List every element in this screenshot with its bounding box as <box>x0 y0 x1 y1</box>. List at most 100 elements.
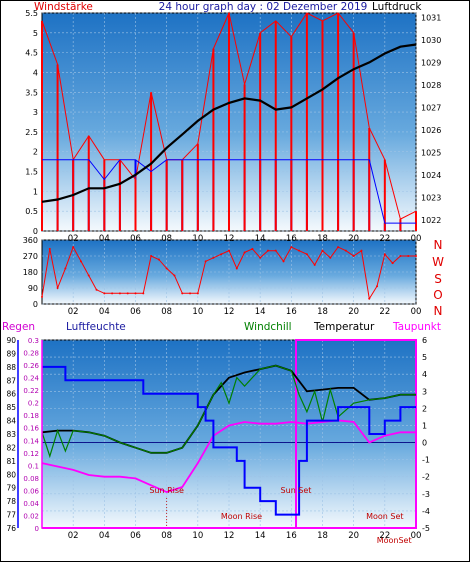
wind-direction-point <box>220 253 223 256</box>
wind-direction-point <box>376 285 379 288</box>
x-tick-label: 14 <box>255 307 266 317</box>
temperature-tick-label: 5 <box>422 353 427 362</box>
rain-tick-label: 0.02 <box>23 512 39 520</box>
x-tick-label: 08 <box>161 531 172 541</box>
x-tick-label: 22 <box>379 307 390 317</box>
direction-letter-n-bottom: N <box>434 304 443 318</box>
chart-title: 24 hour graph day : 02 Dezember 2019 <box>159 1 368 13</box>
wind-direction-point <box>64 267 67 270</box>
rain-tick-label: 0.08 <box>23 475 39 483</box>
wind-direction-point <box>251 247 254 250</box>
rain-tick-label: 0.22 <box>23 387 39 395</box>
wind-direction-point <box>282 260 285 263</box>
x-tick-label: 12 <box>224 234 235 244</box>
rain-tick-label: 0.26 <box>23 362 39 370</box>
wind-direction-point <box>313 263 316 266</box>
humidity-tick-label: 90 <box>6 336 16 345</box>
wind-direction-point <box>407 255 410 257</box>
humidity-tick-label: 77 <box>6 511 16 520</box>
wind-direction-point <box>290 246 293 249</box>
humidity-tick-label: 81 <box>6 457 16 466</box>
x-tick-label: 14 <box>255 234 266 244</box>
pressure-tick-label: 1025 <box>421 148 441 157</box>
rain-tick-label: 0.18 <box>23 412 39 420</box>
pressure-axis-label: Luftdruck <box>372 1 422 13</box>
pressure-tick-label: 1028 <box>421 81 441 90</box>
wind-direction-point <box>79 260 82 263</box>
wind-tick-label: 3 <box>33 108 38 117</box>
wind-direction-point <box>48 247 51 250</box>
wind-direction-point <box>111 292 114 295</box>
wind-direction-point <box>103 292 106 295</box>
wind-direction-point <box>391 262 394 265</box>
x-tick-label: 02 <box>68 234 79 244</box>
wind-direction-point <box>173 274 176 277</box>
pressure-tick-label: 1029 <box>421 58 441 67</box>
wind-direction-point <box>415 255 417 257</box>
windchill-line <box>41 364 416 459</box>
wind-direction-point <box>305 253 308 256</box>
humidity-tick-label: 84 <box>6 417 16 426</box>
x-tick-label: 00 <box>411 531 422 541</box>
x-tick-label: 08 <box>161 307 172 317</box>
rain-tick-label: 0.1 <box>28 462 39 470</box>
x-tick-label: 06 <box>130 307 141 317</box>
wind-direction-point <box>95 288 98 291</box>
wind-tick-label: 1.5 <box>25 168 38 177</box>
x-tick-label: 04 <box>99 234 110 244</box>
wind-direction-point <box>266 249 269 252</box>
wind-tick-label: 0 <box>33 227 38 236</box>
rain-tick-label: 0.24 <box>23 375 39 383</box>
wind-direction-point <box>134 292 137 295</box>
x-tick-label: 10 <box>192 307 203 317</box>
wind-direction-point <box>243 251 246 254</box>
x-tick-label: 06 <box>130 531 141 541</box>
humidity-tick-label: 83 <box>6 430 16 439</box>
x-tick-label: 02 <box>68 531 79 541</box>
x-tick-label: 20 <box>348 234 359 244</box>
rain-tick-label: 0.3 <box>28 337 39 345</box>
x-tick-label: 20 <box>348 307 359 317</box>
x-tick-label: 02 <box>68 307 79 317</box>
legend-rain: Regen <box>2 321 35 333</box>
wind-direction-point <box>235 267 238 270</box>
wind-direction-point <box>228 249 230 252</box>
temperature-tick-label: 3 <box>422 387 427 396</box>
x-tick-label: 20 <box>348 531 359 541</box>
astro-annotation: MoonSet <box>377 536 412 545</box>
x-tick-label: 12 <box>224 531 235 541</box>
wind-tick-label: 5.5 <box>25 9 38 18</box>
wind-direction-point <box>298 249 301 252</box>
direction-letter-n-top: N <box>434 238 443 252</box>
wind-tick-label: 4 <box>33 68 38 77</box>
rain-tick-label: 0.06 <box>23 487 39 495</box>
astro-annotation: Moon Set <box>366 512 403 521</box>
astro-annotation: Sun Rise <box>149 486 184 495</box>
pressure-tick-label: 1027 <box>421 103 441 112</box>
temperature-tick-label: -4 <box>422 507 430 516</box>
x-tick-label: 08 <box>161 234 172 244</box>
rain-tick-label: 0.16 <box>23 425 39 433</box>
temperature-tick-label: -2 <box>422 473 430 482</box>
astro-annotation: Sun Set <box>281 486 312 495</box>
temperature-tick-label: 4 <box>422 370 427 379</box>
humidity-line <box>42 365 416 516</box>
x-tick-label: 16 <box>286 531 297 541</box>
humidity-tick-label: 88 <box>6 363 16 372</box>
humidity-tick-label: 76 <box>6 524 16 533</box>
x-tick-label: 18 <box>317 531 328 541</box>
humidity-tick-label: 82 <box>6 443 16 452</box>
direction-letter-s: S <box>434 272 442 286</box>
x-tick-label: 14 <box>255 531 266 541</box>
wind-tick-label: 1 <box>33 187 38 196</box>
wind-tick-label: 0.5 <box>25 207 38 216</box>
x-tick-label: 22 <box>379 234 390 244</box>
humidity-tick-label: 78 <box>6 497 16 506</box>
rain-tick-label: 0.28 <box>23 350 39 358</box>
x-tick-label: 18 <box>317 234 328 244</box>
wind-direction-point <box>150 255 153 257</box>
wind-direction-point <box>344 249 347 252</box>
pressure-tick-label: 1031 <box>421 13 441 22</box>
wind-direction-point <box>321 249 324 252</box>
